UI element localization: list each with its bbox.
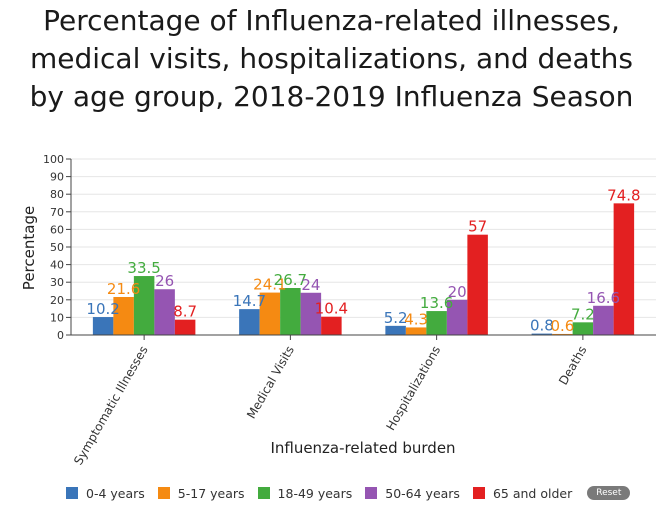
chart-title-line: Percentage of Influenza-related illnesse… bbox=[43, 4, 620, 37]
legend-item[interactable]: 50-64 years bbox=[365, 486, 460, 501]
bar bbox=[613, 203, 635, 335]
bar bbox=[300, 292, 322, 335]
bar bbox=[239, 309, 260, 335]
chart-title-line: by age group, 2018-2019 Influenza Season bbox=[29, 80, 634, 113]
bar bbox=[259, 292, 281, 335]
data-label: 26.7 bbox=[274, 271, 307, 289]
y-tick-label: 60 bbox=[50, 223, 64, 236]
y-axis-label: Percentage bbox=[20, 206, 38, 290]
data-labels: 10.2 21.6 33.526 8.7 14.724.126.724 10.4 5.24.… bbox=[86, 186, 640, 335]
bar bbox=[446, 299, 468, 335]
y-tick-label: 20 bbox=[50, 294, 64, 307]
bar bbox=[133, 276, 155, 335]
legend-swatch bbox=[66, 487, 78, 499]
y-tick-label: 0 bbox=[57, 329, 64, 342]
bar-chart: 0 10 20 30 40 50 60 70 80 90 100 10.2 21.6 33.526 8.7… bbox=[20, 153, 656, 468]
data-label: 8.7 bbox=[173, 303, 197, 321]
legend-swatch bbox=[365, 487, 378, 499]
legend-item[interactable]: 0-4 years bbox=[66, 486, 145, 501]
bar bbox=[113, 296, 134, 335]
data-label: 20 bbox=[448, 283, 467, 301]
bar bbox=[467, 234, 488, 335]
legend-swatch bbox=[157, 487, 170, 499]
y-tick-label: 10 bbox=[50, 311, 64, 324]
legend-swatch bbox=[257, 487, 270, 499]
legend-item[interactable]: 18-49 years bbox=[257, 485, 353, 501]
legend-swatch bbox=[472, 487, 485, 499]
legend-label: 50-64 years bbox=[385, 485, 460, 501]
bar bbox=[572, 322, 594, 335]
bar bbox=[552, 333, 573, 335]
legend-item[interactable]: 5-17 years bbox=[157, 485, 245, 501]
data-label: 24 bbox=[301, 276, 320, 294]
data-label: 10.2 bbox=[86, 300, 119, 318]
y-tick-label: 50 bbox=[50, 241, 64, 254]
bar bbox=[531, 333, 553, 335]
legend-label: 65 and older bbox=[492, 485, 573, 501]
bar bbox=[405, 327, 427, 335]
y-tick-label: 90 bbox=[50, 171, 64, 184]
data-label: 26 bbox=[155, 272, 174, 290]
legend-item[interactable]: 65 and older bbox=[472, 485, 573, 501]
data-label: 5.2 bbox=[384, 309, 408, 327]
data-label: 74.8 bbox=[607, 186, 640, 204]
data-label: 14.7 bbox=[233, 292, 266, 310]
bar bbox=[426, 311, 447, 335]
y-axis: 0 10 20 30 40 50 60 70 80 90 100 bbox=[43, 153, 72, 342]
chart-title: Percentage of Influenza-related illnesse… bbox=[0, 2, 663, 116]
legend: 0-4 years 5-17 years 18-49 years 50-64 year… bbox=[66, 484, 631, 502]
bar bbox=[593, 305, 614, 335]
data-label: 33.5 bbox=[127, 259, 160, 277]
reset-button[interactable]: Reset bbox=[587, 486, 631, 500]
x-axis-label: Influenza-related burden bbox=[270, 439, 455, 457]
bar bbox=[154, 289, 175, 335]
data-label: 4.3 bbox=[404, 310, 428, 328]
y-tick-label: 70 bbox=[50, 206, 64, 219]
legend-label: 18-49 years bbox=[277, 485, 353, 501]
bar bbox=[92, 317, 114, 335]
bar bbox=[174, 319, 196, 335]
y-tick-label: 40 bbox=[50, 259, 64, 272]
x-tick-label: Medical Visits bbox=[244, 344, 297, 422]
data-label: 57 bbox=[468, 218, 487, 236]
data-label: 0.6 bbox=[550, 317, 574, 335]
x-tick-label: Deaths bbox=[556, 344, 589, 388]
data-label: 0.8 bbox=[530, 317, 554, 335]
bar bbox=[321, 316, 342, 335]
legend-label: 0-4 years bbox=[86, 485, 145, 501]
legend-label: 5-17 years bbox=[177, 485, 245, 501]
data-label: 24.1 bbox=[253, 276, 286, 294]
chart-title-line: medical visits, hospitalizations, and de… bbox=[29, 42, 633, 75]
x-tick-label: Hospitalizations bbox=[384, 344, 444, 433]
y-tick-label: 30 bbox=[50, 276, 64, 289]
data-label: 13.6 bbox=[420, 294, 453, 312]
data-label: 16.6 bbox=[587, 289, 620, 307]
bars bbox=[92, 203, 635, 335]
bar bbox=[385, 325, 406, 335]
y-tick-label: 100 bbox=[43, 153, 64, 166]
x-tick-label: Symptomatic Illnesses bbox=[71, 344, 151, 468]
bar bbox=[280, 288, 301, 335]
data-label: 7.2 bbox=[571, 305, 595, 323]
data-label: 10.4 bbox=[315, 300, 348, 318]
y-tick-label: 80 bbox=[50, 188, 64, 201]
data-label: 21.6 bbox=[107, 280, 140, 298]
